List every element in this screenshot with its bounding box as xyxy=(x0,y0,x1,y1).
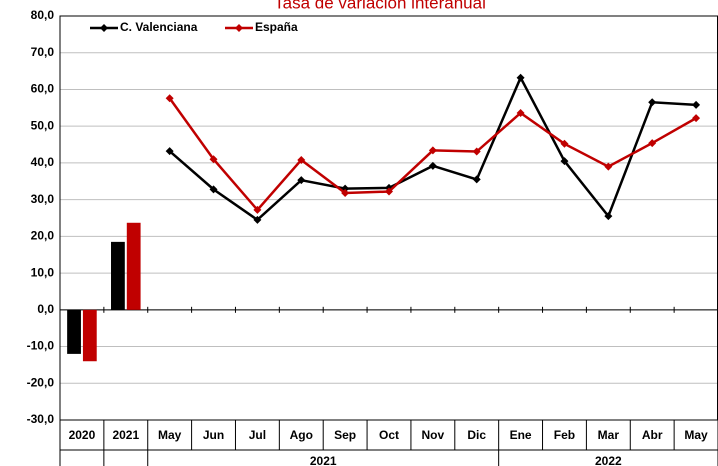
line-marker xyxy=(560,139,569,148)
line-marker xyxy=(341,189,350,198)
x-tick-label: Ago xyxy=(290,428,313,442)
y-tick-label: 20,0 xyxy=(31,229,55,243)
x-tick-label: Sep xyxy=(334,428,356,442)
y-tick-label: 80,0 xyxy=(31,8,55,22)
x-tick-label: Dic xyxy=(467,428,486,442)
x-group-label: 2022 xyxy=(595,454,622,466)
y-tick-label: 10,0 xyxy=(31,265,55,279)
line-marker xyxy=(209,155,218,164)
y-tick-label: 0,0 xyxy=(37,302,54,316)
line-marker xyxy=(165,147,174,156)
legend-marker xyxy=(235,24,243,32)
legend-label: España xyxy=(255,20,298,34)
bar xyxy=(82,309,97,362)
y-tick-label: 60,0 xyxy=(31,82,55,96)
x-tick-label: 2020 xyxy=(69,428,96,442)
line-marker xyxy=(604,162,613,171)
line-marker xyxy=(253,205,262,214)
x-tick-label: May xyxy=(684,428,708,442)
line-marker xyxy=(297,176,306,185)
line-marker xyxy=(472,175,481,184)
x-tick-label: Jun xyxy=(203,428,224,442)
y-tick-label: -10,0 xyxy=(27,339,55,353)
line-marker xyxy=(209,185,218,194)
line-marker xyxy=(297,155,306,164)
line-marker xyxy=(604,212,613,221)
x-tick-label: Jul xyxy=(249,428,266,442)
line-marker xyxy=(428,146,437,155)
x-tick-label: 2021 xyxy=(112,428,139,442)
legend-marker xyxy=(100,24,108,32)
y-tick-label: 30,0 xyxy=(31,192,55,206)
line-marker xyxy=(253,215,262,224)
y-tick-label: -30,0 xyxy=(27,412,55,426)
line-marker xyxy=(385,187,393,196)
x-group-label: 2021 xyxy=(310,454,337,466)
x-tick-label: May xyxy=(158,428,182,442)
line-marker xyxy=(516,73,525,82)
bar xyxy=(111,241,125,310)
x-tick-label: Feb xyxy=(554,428,575,442)
y-tick-label: 70,0 xyxy=(31,45,55,59)
x-tick-label: Ene xyxy=(510,428,532,442)
line-marker xyxy=(165,94,174,103)
x-tick-label: Nov xyxy=(422,428,445,442)
line-marker xyxy=(472,147,481,156)
y-tick-label: 50,0 xyxy=(31,118,55,132)
x-tick-label: Abr xyxy=(642,428,663,442)
chart-title: Tasa de variación interanual xyxy=(274,0,486,12)
bar xyxy=(67,309,81,354)
line-marker xyxy=(648,139,657,148)
x-tick-label: Mar xyxy=(598,428,620,442)
line-marker xyxy=(560,157,569,166)
line-marker xyxy=(692,100,701,109)
plot-border xyxy=(59,15,718,421)
line-marker xyxy=(692,114,701,123)
y-tick-label: 40,0 xyxy=(31,155,55,169)
bar xyxy=(126,222,141,310)
x-tick-label: Oct xyxy=(379,428,399,442)
y-tick-label: -20,0 xyxy=(27,375,55,389)
line-marker xyxy=(516,108,525,117)
line-marker xyxy=(428,161,437,170)
line-marker xyxy=(648,98,657,107)
legend-label: C. Valenciana xyxy=(120,20,198,34)
